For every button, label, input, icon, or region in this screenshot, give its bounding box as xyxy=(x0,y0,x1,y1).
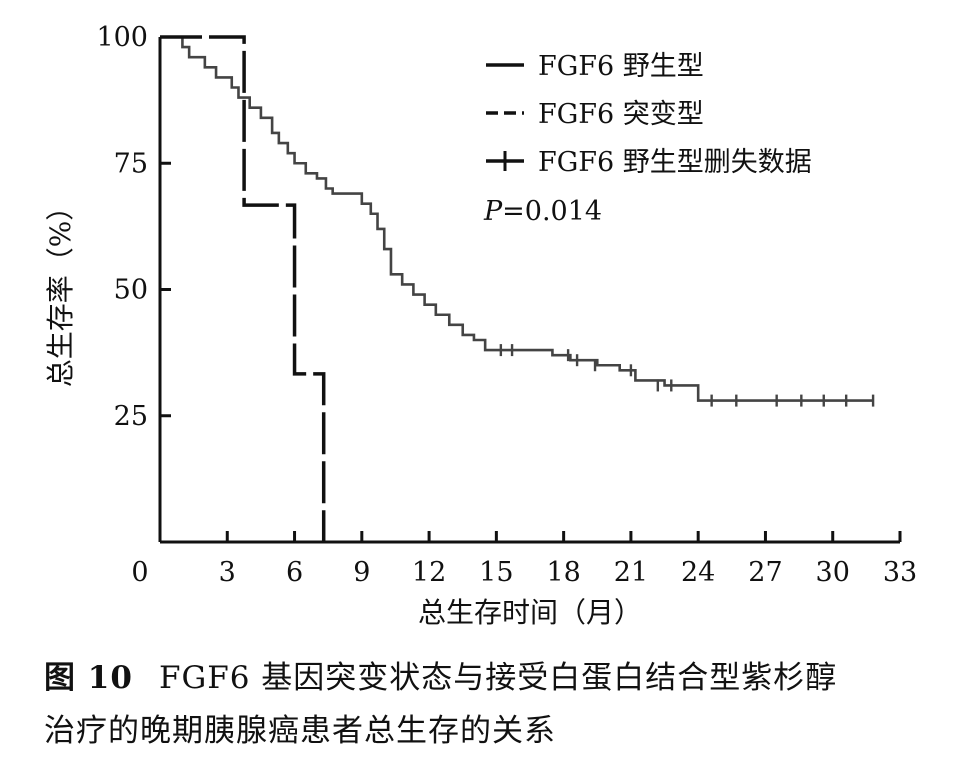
series-line-mutant xyxy=(160,35,326,542)
x-tick-label: 18 xyxy=(546,557,580,588)
figure-caption-line1: 图 10 FGF6 基因突变状态与接受白蛋白结合型紫杉醇 xyxy=(44,655,944,701)
legend: FGF6 野生型 FGF6 突变型 FGF6 野生型删失数据 P=0.014 xyxy=(483,51,812,227)
y-axis-title: 总生存率（%） xyxy=(44,193,77,388)
figure-label: 图 10 xyxy=(44,660,133,696)
p-value-text: =0.014 xyxy=(502,196,602,227)
tick-marks xyxy=(160,35,902,542)
x-tick-label: 21 xyxy=(614,557,648,588)
p-value-symbol: P xyxy=(483,196,503,227)
x-tick-label: 15 xyxy=(479,557,513,588)
y-tick-label: 50 xyxy=(114,275,148,306)
x-tick-label: 30 xyxy=(816,557,850,588)
y-tick-label: 75 xyxy=(114,148,148,179)
x-tick-label: 33 xyxy=(883,557,917,588)
x-tick-label: 9 xyxy=(353,557,370,588)
legend-label-mutant: FGF6 突变型 xyxy=(538,99,704,130)
x-tick-label: 24 xyxy=(681,557,715,588)
legend-label-censored: FGF6 野生型删失数据 xyxy=(538,147,812,178)
y-tick-label: 100 xyxy=(96,22,148,53)
y-tick-label: 25 xyxy=(114,401,148,432)
series-layer xyxy=(160,35,874,542)
chart-axes xyxy=(158,37,900,544)
p-value: P=0.014 xyxy=(483,196,602,227)
censor-markers xyxy=(499,344,875,407)
caption-text-1: FGF6 基因突变状态与接受白蛋白结合型紫杉醇 xyxy=(158,660,838,696)
x-tick-label: 6 xyxy=(286,557,303,588)
x-axis-title: 总生存时间（月） xyxy=(418,596,642,629)
legend-label-wild-type: FGF6 野生型 xyxy=(538,51,704,82)
tick-labels: 0 3 6 9 12 15 18 21 24 27 30 33 25 50 75 100 xyxy=(96,22,917,588)
figure-caption-line2: 治疗的晚期胰腺癌患者总生存的关系 xyxy=(44,713,556,749)
series-line-wild-type xyxy=(160,35,874,402)
x-tick-label: 3 xyxy=(219,557,236,588)
x-tick-label: 27 xyxy=(748,557,782,588)
x-tick-label: 0 xyxy=(131,557,148,588)
x-tick-label: 12 xyxy=(412,557,446,588)
